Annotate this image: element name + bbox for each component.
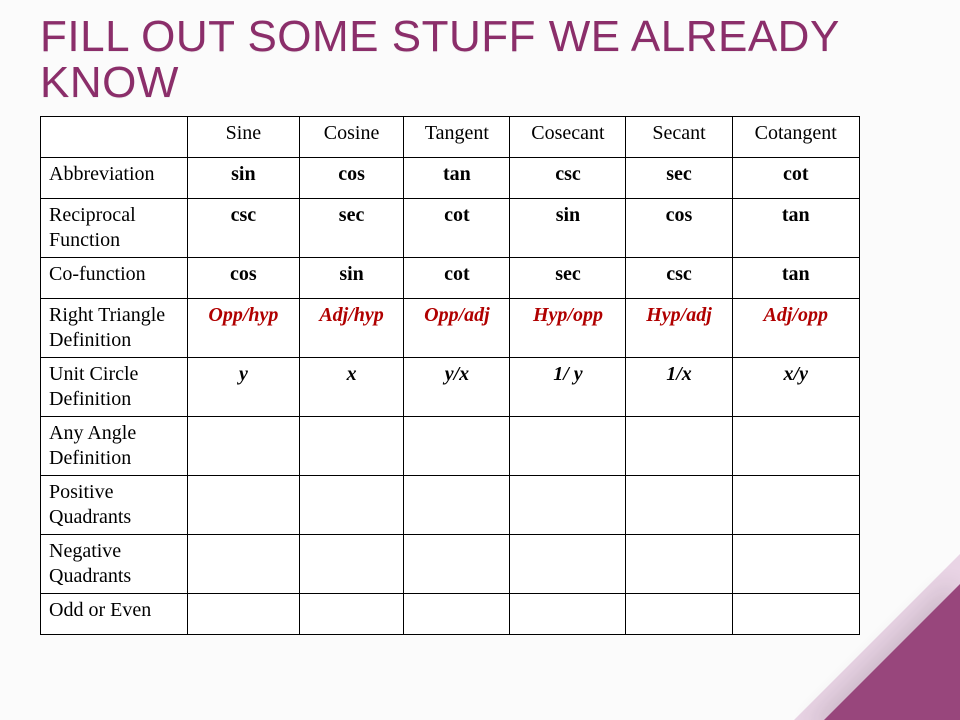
- table-cell: 1/ y: [510, 358, 626, 417]
- table-cell: Adj/opp: [732, 299, 860, 358]
- table-cell: x/y: [732, 358, 860, 417]
- column-header: Sine: [188, 117, 300, 158]
- table-cell: cos: [299, 158, 404, 199]
- table-cell: [188, 535, 300, 594]
- table-cell: cot: [404, 258, 510, 299]
- table-cell: tan: [732, 258, 860, 299]
- row-label: Unit Circle Definition: [41, 358, 188, 417]
- table-cell: [404, 594, 510, 635]
- table-cell: Opp/adj: [404, 299, 510, 358]
- table-cell: 1/x: [626, 358, 732, 417]
- row-label: Any Angle Definition: [41, 417, 188, 476]
- row-label: Negative Quadrants: [41, 535, 188, 594]
- table-cell: [510, 594, 626, 635]
- table-cell: cos: [626, 199, 732, 258]
- table-cell: tan: [404, 158, 510, 199]
- row-label: Abbreviation: [41, 158, 188, 199]
- table-cell: Adj/hyp: [299, 299, 404, 358]
- row-label: Odd or Even: [41, 594, 188, 635]
- table-cell: [404, 476, 510, 535]
- table-cell: [188, 417, 300, 476]
- table-cell: csc: [188, 199, 300, 258]
- table-cell: cot: [732, 158, 860, 199]
- row-label: Positive Quadrants: [41, 476, 188, 535]
- table-cell: csc: [510, 158, 626, 199]
- table-cell: [188, 594, 300, 635]
- table-cell: tan: [732, 199, 860, 258]
- table-cell: [510, 535, 626, 594]
- table-cell: y/x: [404, 358, 510, 417]
- table-cell: [626, 417, 732, 476]
- table-corner-cell: [41, 117, 188, 158]
- table-cell: sin: [188, 158, 300, 199]
- table-cell: [299, 535, 404, 594]
- trig-table: SineCosineTangentCosecantSecantCotangent…: [40, 116, 860, 635]
- column-header: Cosine: [299, 117, 404, 158]
- row-label: Co-function: [41, 258, 188, 299]
- table-cell: Hyp/adj: [626, 299, 732, 358]
- table-cell: sin: [299, 258, 404, 299]
- table-cell: x: [299, 358, 404, 417]
- page-title: Fill out some stuff we already know: [40, 14, 960, 106]
- table-cell: [299, 594, 404, 635]
- column-header: Cotangent: [732, 117, 860, 158]
- table-cell: sec: [299, 199, 404, 258]
- table-cell: sin: [510, 199, 626, 258]
- table-cell: [404, 417, 510, 476]
- table-cell: Hyp/opp: [510, 299, 626, 358]
- table-cell: [732, 417, 860, 476]
- table-cell: csc: [626, 258, 732, 299]
- column-header: Secant: [626, 117, 732, 158]
- table-cell: sec: [626, 158, 732, 199]
- table-cell: Opp/hyp: [188, 299, 300, 358]
- table-cell: [510, 476, 626, 535]
- column-header: Cosecant: [510, 117, 626, 158]
- table-cell: [299, 417, 404, 476]
- table-cell: [510, 417, 626, 476]
- corner-accent: [810, 584, 960, 720]
- table-cell: sec: [510, 258, 626, 299]
- table-cell: [732, 476, 860, 535]
- table-cell: [626, 594, 732, 635]
- table-cell: [626, 476, 732, 535]
- table-cell: [404, 535, 510, 594]
- table-cell: cot: [404, 199, 510, 258]
- table-cell: cos: [188, 258, 300, 299]
- row-label: Right Triangle Definition: [41, 299, 188, 358]
- table-cell: [626, 535, 732, 594]
- table-cell: [299, 476, 404, 535]
- table-cell: y: [188, 358, 300, 417]
- row-label: Reciprocal Function: [41, 199, 188, 258]
- table-cell: [188, 476, 300, 535]
- column-header: Tangent: [404, 117, 510, 158]
